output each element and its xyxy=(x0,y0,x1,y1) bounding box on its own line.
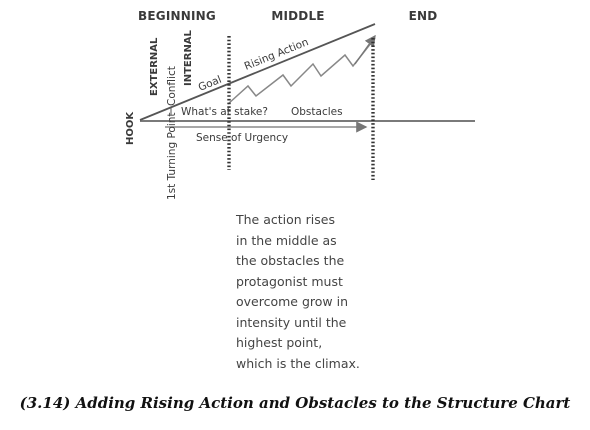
whats-at-stake-label: What's at stake? xyxy=(181,106,268,118)
description-line: in the middle as xyxy=(236,232,337,248)
description-line: highest point, xyxy=(236,335,323,350)
obstacles-label: Obstacles xyxy=(291,106,343,118)
rising-diagonal-line xyxy=(139,23,376,121)
description-line: intensity until the xyxy=(236,314,347,330)
structure-chart-diagram: BEGINNING MIDDLE END HOOK EXTERNAL 1st T… xyxy=(125,9,475,200)
section-middle: MIDDLE xyxy=(271,9,324,23)
turning-point-label: 1st Turning Point xyxy=(166,112,178,200)
description-line: The action rises xyxy=(236,212,335,227)
description-line: overcome grow in xyxy=(236,294,348,309)
rising-action-zigzag xyxy=(227,37,376,105)
section-beginning: BEGINNING xyxy=(138,9,216,23)
external-label: EXTERNAL xyxy=(149,37,160,96)
sense-of-urgency-label: Sense of Urgency xyxy=(196,132,288,144)
zigzag-arrowhead xyxy=(354,34,376,65)
description-line: the obstacles the xyxy=(236,253,345,268)
figure-caption: (3.14) Adding Rising Action and Obstacle… xyxy=(19,394,571,412)
description-line: which is the climax. xyxy=(236,355,360,371)
conflict-label: Conflict xyxy=(166,66,178,106)
hook-label: HOOK xyxy=(125,111,136,145)
description-text: The action rises in the middle as the ob… xyxy=(236,210,406,374)
description-line: protagonist must xyxy=(236,273,343,289)
section-end: END xyxy=(409,9,438,23)
internal-label: INTERNAL xyxy=(183,29,194,86)
